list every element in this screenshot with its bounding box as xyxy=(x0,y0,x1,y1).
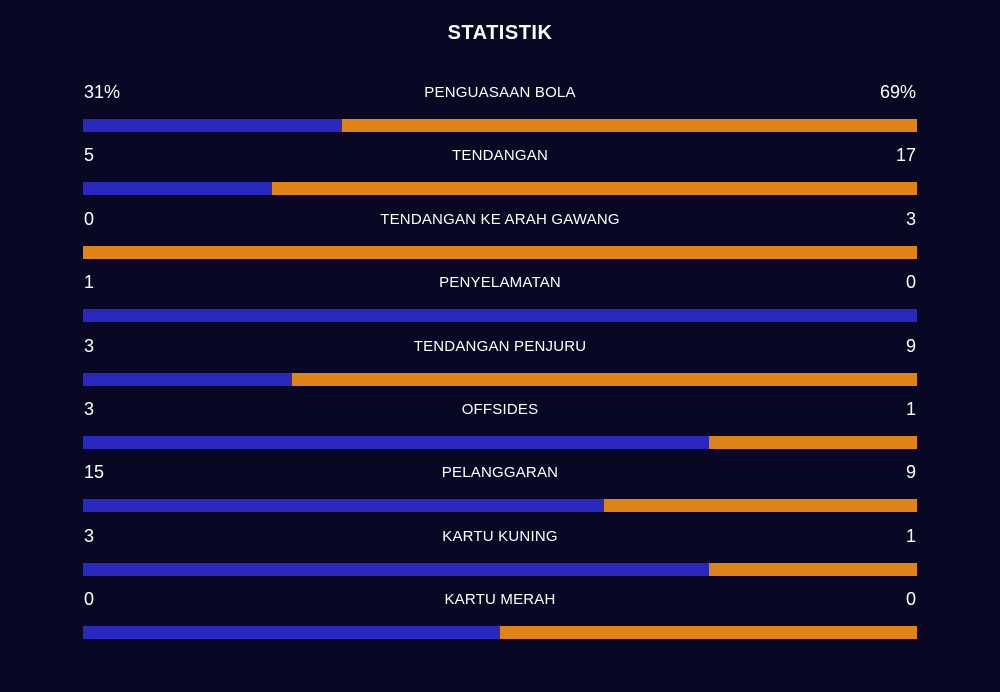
stat-label: OFFSIDES xyxy=(461,400,539,418)
home-value: 3 xyxy=(84,335,95,356)
stat-row-corners: 3 TENDANGAN PENJURU 9 xyxy=(83,334,917,397)
home-value: 15 xyxy=(84,462,105,483)
home-bar-segment xyxy=(83,435,709,449)
home-bar-segment xyxy=(83,119,342,132)
home-value: 0 xyxy=(84,208,95,229)
stat-label: TENDANGAN xyxy=(452,147,548,165)
away-value: 3 xyxy=(905,208,916,229)
stats-title: STATISTIK xyxy=(447,22,553,44)
stat-row-saves: 1 PENYELAMATAN 0 xyxy=(83,270,917,333)
away-bar-segment xyxy=(708,435,917,449)
home-value: 1 xyxy=(84,272,95,293)
stat-label: PELANGGARAN xyxy=(441,464,559,482)
stat-label: TENDANGAN PENJURU xyxy=(413,337,587,355)
comparison-bar xyxy=(83,499,917,513)
comparison-bar xyxy=(83,245,917,259)
stat-label: KARTU MERAH xyxy=(444,591,556,609)
stat-label: PENYELAMATAN xyxy=(439,274,561,292)
stats-list: 31% PENGUASAAN BOLA 69% 5 TENDANGAN 17 0… xyxy=(83,80,917,651)
home-bar-segment xyxy=(83,562,709,576)
away-bar-segment xyxy=(708,562,917,576)
stat-row-yellow-cards: 3 KARTU KUNING 1 xyxy=(83,524,917,587)
home-value: 3 xyxy=(84,398,95,419)
comparison-bar xyxy=(83,372,917,386)
home-value: 0 xyxy=(84,589,95,610)
home-bar-segment xyxy=(83,499,605,513)
away-value: 9 xyxy=(905,335,916,356)
stat-label: PENGUASAAN BOLA xyxy=(424,84,576,101)
away-bar-segment xyxy=(500,626,917,640)
stat-label: KARTU KUNING xyxy=(442,527,558,545)
stat-row-shots: 5 TENDANGAN 17 xyxy=(83,143,917,206)
away-value: 1 xyxy=(905,525,916,546)
home-value: 5 xyxy=(84,145,95,166)
stat-row-possession: 31% PENGUASAAN BOLA 69% xyxy=(83,80,917,143)
away-bar-segment xyxy=(604,499,917,513)
comparison-bar xyxy=(83,626,917,640)
away-value: 1 xyxy=(905,398,916,419)
home-bar-segment xyxy=(83,309,917,323)
away-bar-segment xyxy=(291,372,917,386)
home-value: 3 xyxy=(84,525,95,546)
home-bar-segment xyxy=(83,626,500,640)
away-value: 69% xyxy=(879,82,916,102)
comparison-bar xyxy=(83,119,917,132)
comparison-bar xyxy=(83,182,917,196)
home-value: 31% xyxy=(84,82,121,102)
comparison-bar xyxy=(83,435,917,449)
away-value: 9 xyxy=(905,462,916,483)
stat-row-red-cards: 0 KARTU MERAH 0 xyxy=(83,587,917,650)
away-value: 0 xyxy=(905,589,916,610)
away-bar-segment xyxy=(83,245,917,259)
away-bar-segment xyxy=(272,182,917,196)
home-bar-segment xyxy=(83,372,292,386)
stat-row-fouls: 15 PELANGGARAN 9 xyxy=(83,460,917,523)
home-bar-segment xyxy=(83,182,273,196)
away-value: 17 xyxy=(895,145,916,166)
comparison-bar xyxy=(83,562,917,576)
stat-row-shots-on-target: 0 TENDANGAN KE ARAH GAWANG 3 xyxy=(83,207,917,270)
away-value: 0 xyxy=(905,272,916,293)
comparison-bar xyxy=(83,309,917,323)
stat-label: TENDANGAN KE ARAH GAWANG xyxy=(380,210,620,228)
away-bar-segment xyxy=(341,119,917,132)
stat-row-offsides: 3 OFFSIDES 1 xyxy=(83,397,917,460)
